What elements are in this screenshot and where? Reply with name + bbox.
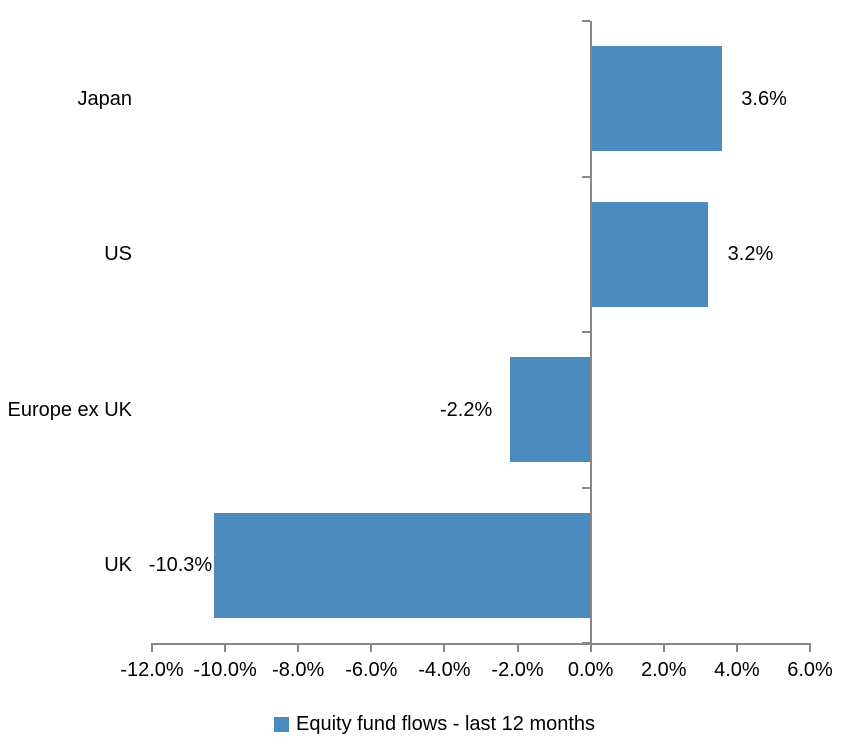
x-axis-tick-label: -8.0% (272, 659, 325, 681)
data-label-europe-ex-uk: -2.2% (440, 398, 493, 421)
x-axis-tick (224, 643, 227, 652)
x-axis-tick (516, 643, 519, 652)
x-axis-tick (589, 643, 592, 652)
category-axis-tick (581, 175, 590, 178)
x-axis-tick-label: -2.0% (491, 659, 544, 681)
x-axis-tick-label: -12.0% (120, 659, 184, 681)
category-label-japan: Japan (77, 87, 133, 110)
data-label-us: 3.2% (727, 243, 774, 266)
x-axis-tick-label: 4.0% (714, 659, 760, 681)
bar-europe-ex-uk (510, 357, 591, 463)
x-axis-line (152, 643, 810, 645)
x-axis-tick (443, 643, 446, 652)
data-label-uk: -10.3% (148, 554, 213, 577)
x-axis-tick-label: -10.0% (193, 659, 257, 681)
category-axis-tick (581, 331, 590, 333)
legend-label: Equity fund flows - last 12 months (296, 713, 596, 735)
data-label-japan: 3.6% (741, 87, 787, 110)
category-label-uk: UK (104, 554, 132, 577)
x-axis-tick (662, 643, 665, 652)
x-axis-tick-label: 6.0% (787, 659, 833, 681)
x-axis-tick-label: 2.0% (640, 659, 687, 681)
category-label-us: US (104, 243, 132, 266)
y-axis-line (589, 21, 592, 652)
chart-legend: Equity fund flows - last 12 months (274, 711, 595, 737)
x-axis-tick (370, 643, 373, 652)
bar-japan (590, 46, 723, 152)
bar-uk (214, 512, 591, 618)
x-axis-tick-label: 0.0% (567, 659, 614, 681)
category-axis-tick (581, 642, 590, 644)
x-axis-tick (297, 643, 300, 652)
category-axis-tick (581, 20, 590, 22)
x-axis-tick (151, 643, 153, 652)
category-label-europe-ex-uk: Europe ex UK (7, 398, 132, 421)
category-axis-tick (581, 486, 590, 489)
x-axis-tick-label: -6.0% (345, 659, 398, 681)
x-axis-tick (809, 643, 811, 652)
x-axis-tick-label: -4.0% (418, 659, 471, 681)
bar-us (590, 201, 708, 307)
x-axis-tick (735, 643, 738, 652)
legend-swatch (274, 716, 289, 732)
